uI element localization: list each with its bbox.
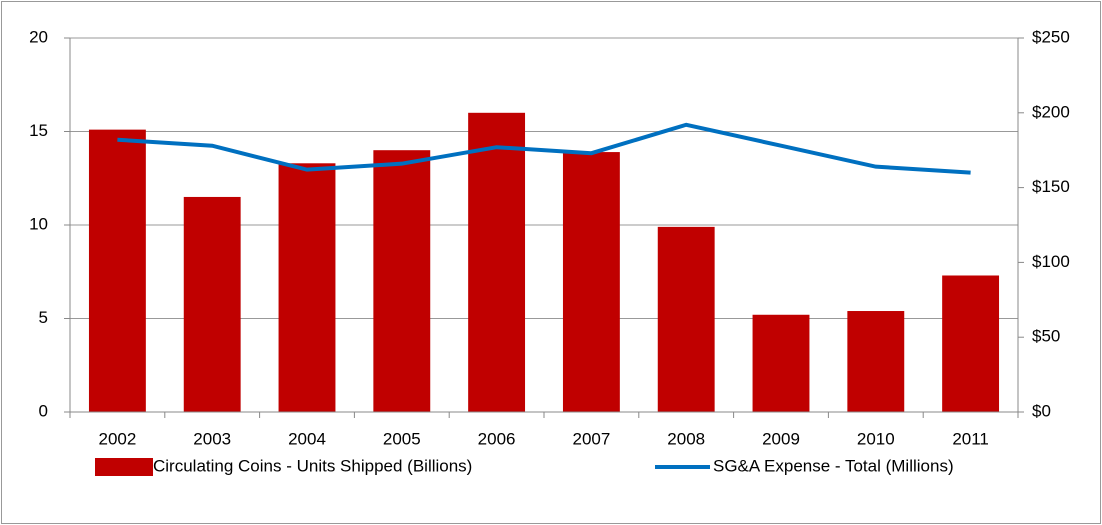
bar [373,150,431,412]
bar [942,275,1000,412]
y-tick-label: 0 [39,401,48,420]
y2-tick-label: $150 [1032,177,1070,196]
x-tick-label: 2009 [762,429,800,448]
x-tick-label: 2005 [383,429,421,448]
legend-swatch [95,458,153,476]
bar [468,112,526,413]
y2-tick-label: $200 [1032,102,1070,121]
bar [752,314,810,412]
x-tick-label: 2002 [98,429,136,448]
y2-tick-label: $100 [1032,252,1070,271]
x-tick-label: 2010 [857,429,895,448]
x-tick-label: 2004 [288,429,326,448]
x-tick-label: 2008 [667,429,705,448]
x-tick-label: 2011 [952,429,989,448]
bar [562,152,620,412]
bar [657,226,715,412]
y2-tick-label: $50 [1032,327,1060,346]
y-tick-label: 5 [39,308,48,327]
bar [88,129,146,412]
bar [183,196,241,412]
y2-tick-label: $250 [1032,27,1070,46]
y-tick-label: 10 [29,214,48,233]
x-tick-label: 2003 [193,429,231,448]
legend-label: Circulating Coins - Units Shipped (Billi… [153,456,472,475]
bar [278,163,336,412]
y2-tick-label: $0 [1032,401,1051,420]
y-tick-label: 15 [29,121,48,140]
y-tick-label: 20 [29,27,48,46]
line [117,122,971,175]
x-tick-label: 2007 [572,429,610,448]
legend-label: SG&A Expense - Total (Millions) [713,456,954,475]
bar [847,311,905,412]
x-tick-label: 2006 [478,429,516,448]
